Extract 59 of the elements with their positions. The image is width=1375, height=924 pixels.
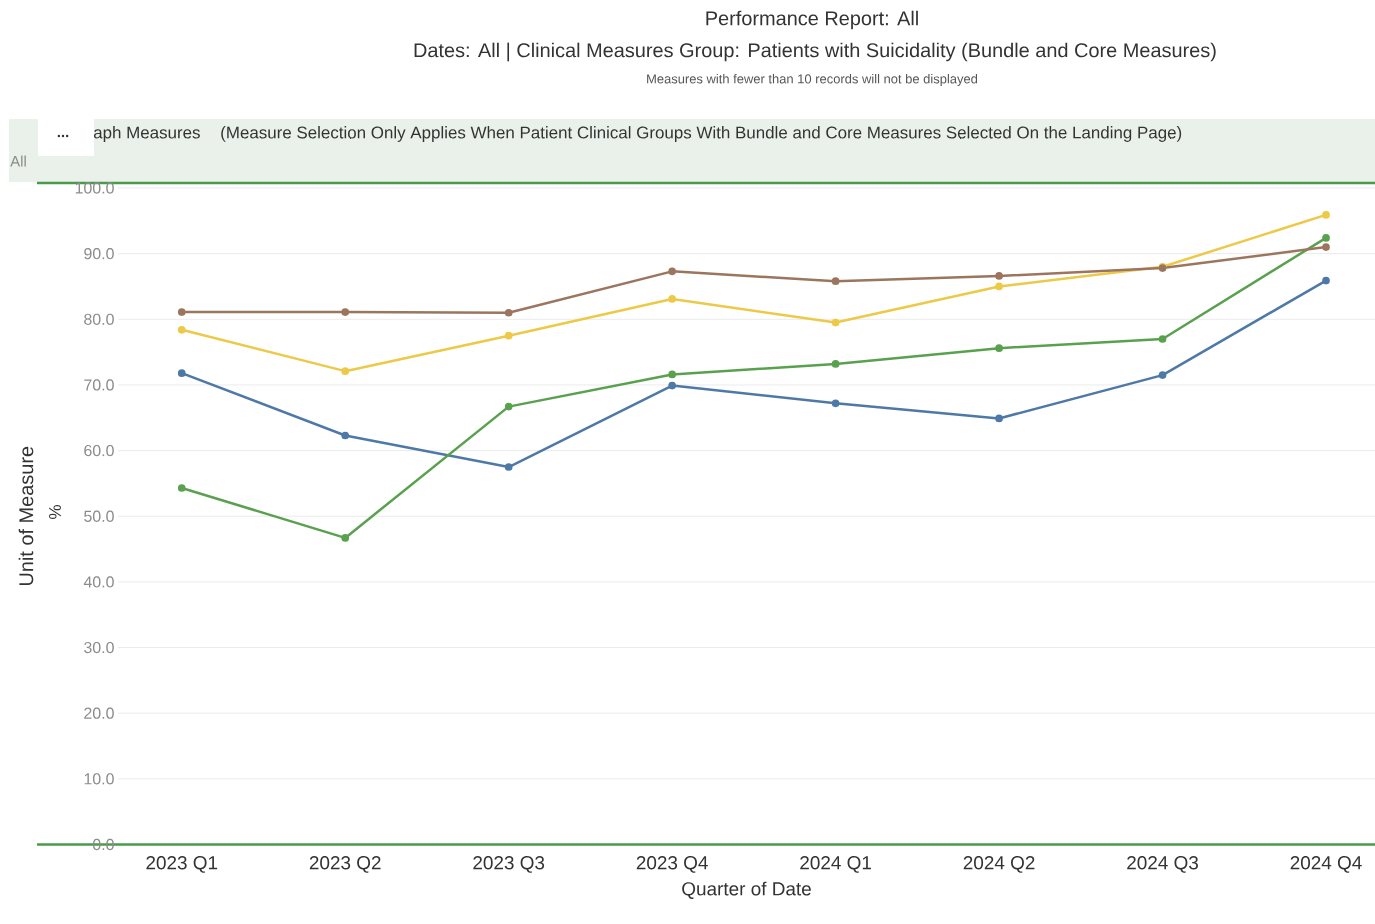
x-tick-label: 2023 Q3 [473, 856, 545, 873]
point [831, 277, 840, 286]
chart-title: Performance Report: All [706, 10, 918, 30]
y-tick-label: 100.0 [75, 182, 114, 194]
chart-subtitle: Dates: All | Clinical Measures Group: Patients with Suicidality (Bundle and Core Measures) [414, 42, 1216, 62]
point [341, 534, 350, 542]
point [831, 399, 840, 408]
x-tick-label: 2024 Q2 [963, 856, 1035, 873]
point [995, 282, 1003, 291]
point [995, 272, 1003, 280]
text: (Measure Selection Only Applies When Patient Clinical Groups With Bundle and Core Measures Selected On the Landing Page) [221, 126, 1182, 142]
text: aph Measures [93, 126, 200, 142]
y-tick-label: 70.0 [84, 379, 114, 391]
point [831, 318, 840, 327]
point [1158, 335, 1167, 343]
point [177, 308, 186, 316]
y-tick-label: 90.0 [84, 248, 114, 260]
point [504, 463, 513, 471]
point [1322, 211, 1330, 219]
point [668, 381, 676, 390]
point [504, 308, 513, 317]
point [668, 295, 676, 303]
text: All [10, 155, 26, 167]
point [831, 360, 840, 368]
point [341, 308, 350, 316]
point [995, 414, 1003, 423]
point [1322, 276, 1330, 285]
text: % [49, 505, 61, 519]
point [177, 325, 186, 334]
x-tick-label: 2023 Q4 [636, 856, 708, 873]
y-tick-label: 20.0 [84, 707, 114, 719]
point [668, 370, 676, 379]
y-tick-label: 60.0 [84, 444, 114, 457]
y-tick-label: 80.0 [84, 313, 114, 325]
x-tick-label: 2023 Q1 [146, 856, 218, 873]
point [504, 402, 513, 411]
point [341, 431, 350, 440]
y-axis-title: Unit of Measure [18, 446, 34, 586]
point [341, 367, 350, 376]
x-tick-label: 2024 Q3 [1127, 856, 1198, 873]
x-axis-title: Quarter of Date [682, 881, 811, 899]
x-tick-label: 2023 Q2 [309, 856, 381, 873]
point [995, 344, 1003, 353]
text: ... [57, 134, 69, 138]
point [504, 331, 513, 340]
y-tick-label: 40.0 [83, 576, 114, 588]
x-tick-label: 2024 Q4 [1290, 856, 1362, 873]
point [1322, 234, 1330, 242]
text: Measures with fewer than 10 records will not be displayed [647, 73, 978, 87]
y-tick-label: 10.0 [84, 773, 114, 785]
y-tick-label: 50.0 [84, 510, 114, 522]
point [1158, 371, 1167, 379]
y-tick-label: 30.0 [84, 641, 114, 654]
point [177, 484, 186, 492]
point [177, 369, 186, 377]
point [668, 267, 676, 276]
x-tick-label: 2024 Q1 [800, 856, 871, 873]
point [1322, 243, 1330, 251]
y-tick-label: 0.0 [92, 838, 114, 851]
